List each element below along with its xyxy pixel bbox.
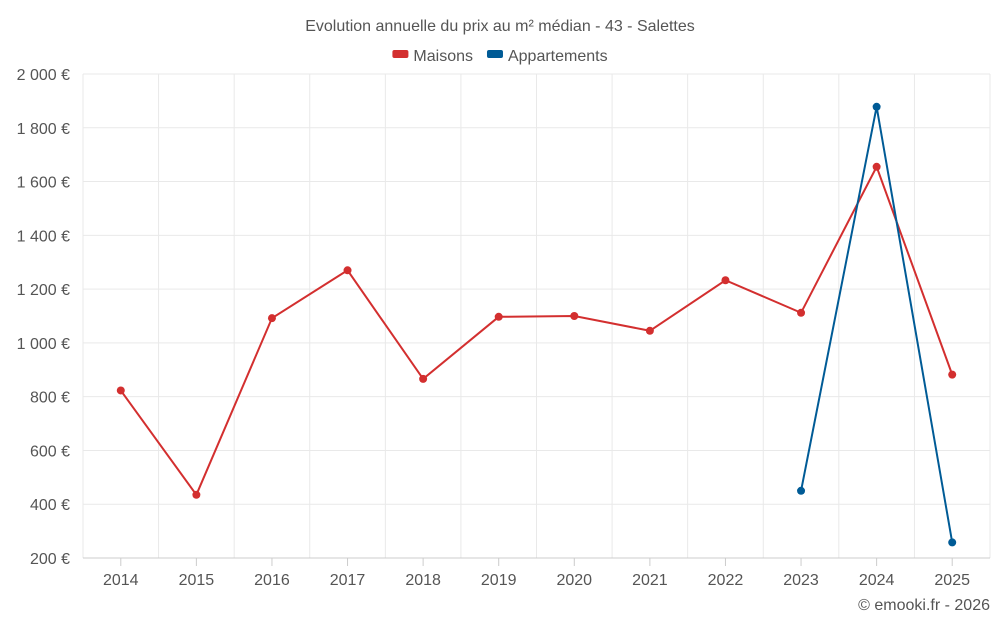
legend-label: Maisons [413,48,473,65]
data-point-maisons[interactable] [570,312,579,320]
x-tick-label: 2022 [708,572,744,589]
vertical-gridlines [82,74,991,558]
legend-swatch [486,50,503,58]
series-line-appartements [800,106,954,543]
data-point-maisons[interactable] [645,326,654,335]
x-tick-label: 2025 [934,572,970,589]
y-tick-label: 1 000 € [17,336,70,353]
data-point-maisons[interactable] [267,314,276,323]
x-axis-ticks: 2014 2015 2016 2017 2018 2019 2020 2021 2022 2023… [103,558,970,589]
x-tick-label: 2024 [859,572,895,589]
y-tick-label: 600 € [30,443,70,460]
series-group [116,102,957,547]
y-tick-label: 1 600 € [17,175,70,192]
data-point-maisons[interactable] [116,386,125,395]
legend-label: Appartements [508,48,608,65]
y-tick-label: 1 200 € [17,282,70,299]
legend-item-maisons[interactable]: Maisons [392,48,473,65]
data-point-maisons[interactable] [192,490,201,499]
data-point-maisons[interactable] [948,370,957,379]
y-tick-label: 400 € [30,497,70,514]
x-tick-label: 2021 [632,572,668,589]
x-tick-label: 2017 [330,572,366,589]
y-tick-label: 1 400 € [17,228,70,245]
y-tick-label: 2 000 € [17,67,70,84]
y-tick-label: 200 € [30,551,70,568]
y-tick-label: 1 800 € [17,121,70,138]
y-tick-label: 800 € [30,390,70,407]
data-point-appartements[interactable] [797,486,806,495]
credit-text: © emooki.fr - 2026 [858,597,990,614]
data-point-maisons[interactable] [494,312,503,321]
series-line-maisons [119,164,954,497]
horizontal-gridlines [83,73,990,505]
y-axis-ticks: 200 € 400 € 600 € 800 € 1 000 € 1 200 € 1 400 … [17,67,70,568]
data-point-appartements[interactable] [948,538,957,547]
data-point-maisons[interactable] [797,308,806,317]
data-point-maisons[interactable] [419,374,428,383]
data-point-appartements[interactable] [872,102,881,111]
x-tick-label: 2014 [103,572,139,589]
x-tick-label: 2015 [179,572,215,589]
legend[interactable]: Maisons Appartements [392,48,608,65]
x-tick-label: 2019 [481,572,517,589]
legend-swatch [392,50,409,58]
data-point-maisons[interactable] [872,162,881,171]
x-tick-label: 2020 [556,572,592,589]
x-tick-label: 2016 [254,572,290,589]
data-point-maisons[interactable] [721,276,730,285]
legend-item-appartements[interactable]: Appartements [486,48,608,65]
x-tick-label: 2023 [783,572,819,589]
x-tick-label: 2018 [405,572,441,589]
data-point-maisons[interactable] [343,266,352,275]
chart-title: Evolution annuelle du prix au m² médian … [305,18,695,35]
